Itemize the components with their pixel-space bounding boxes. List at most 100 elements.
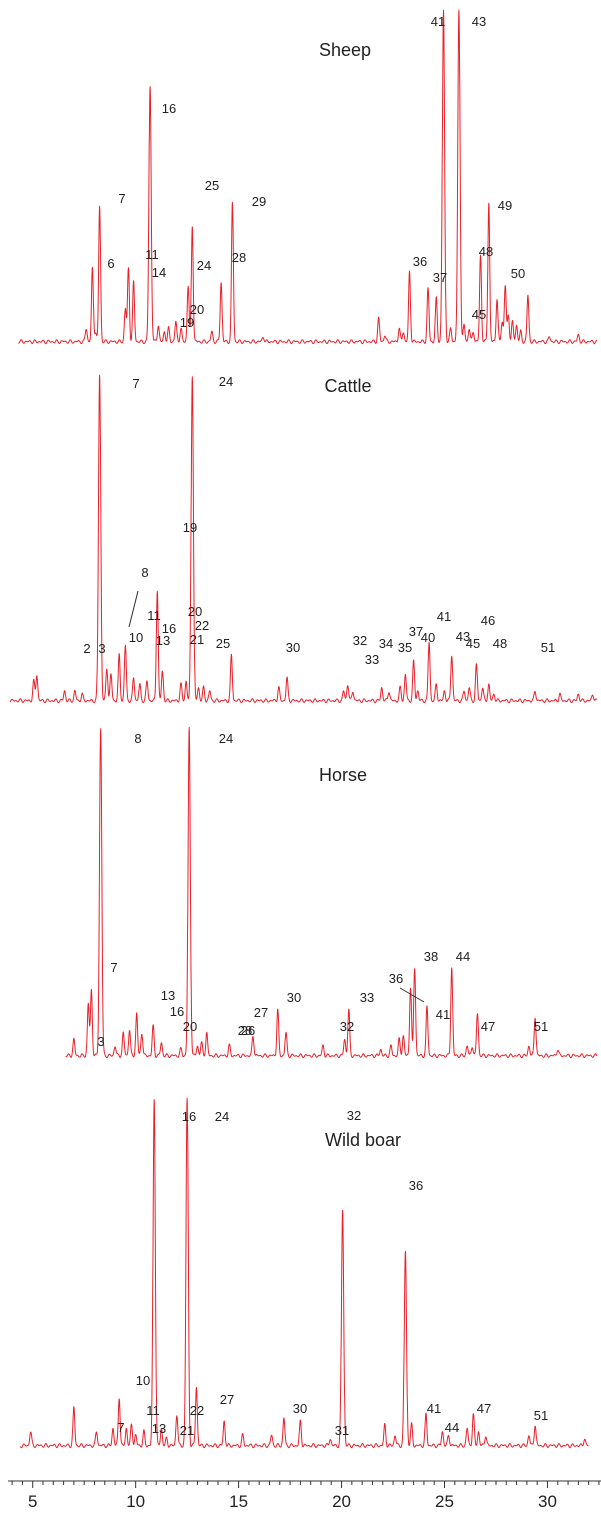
peak-label: 47 — [481, 1019, 495, 1034]
peak-label: 32 — [347, 1108, 361, 1123]
peak-label: 25 — [205, 178, 219, 193]
peak-label: 29 — [252, 194, 266, 209]
panel-title: Horse — [319, 765, 367, 785]
peak-label: 41 — [437, 609, 451, 624]
x-tick-label: 10 — [126, 1492, 145, 1511]
peak-label: 20 — [183, 1019, 197, 1034]
peak-label: 13 — [152, 1421, 166, 1436]
peak-label: 51 — [534, 1019, 548, 1034]
peak-label: 19 — [180, 315, 194, 330]
peak-label: 41 — [436, 1007, 450, 1022]
peak-label: 48 — [493, 636, 507, 651]
peak-label: 33 — [360, 990, 374, 1005]
x-tick-label: 30 — [538, 1492, 557, 1511]
peak-label: 31 — [335, 1423, 349, 1438]
peak-label: 48 — [479, 244, 493, 259]
peak-label: 19 — [183, 520, 197, 535]
peak-label: 32 — [340, 1019, 354, 1034]
peak-label: 38 — [424, 949, 438, 964]
peak-label: 30 — [287, 990, 301, 1005]
peak-label: 49 — [498, 198, 512, 213]
peak-label: 28 — [238, 1023, 252, 1038]
x-tick-label: 5 — [28, 1492, 37, 1511]
chromatogram-trace — [65, 727, 598, 1059]
peak-label: 43 — [456, 629, 470, 644]
x-tick-label: 25 — [435, 1492, 454, 1511]
peak-label: 47 — [477, 1401, 491, 1416]
peak-label: 6 — [107, 256, 114, 271]
peak-label: 13 — [161, 988, 175, 1003]
peak-label: 41 — [427, 1401, 441, 1416]
peak-label: 10 — [129, 630, 143, 645]
peak-label: 10 — [136, 1373, 150, 1388]
peak-label: 27 — [254, 1005, 268, 1020]
peak-label: 51 — [541, 640, 555, 655]
peak-label: 34 — [379, 636, 393, 651]
peak-label: 44 — [456, 949, 470, 964]
chromatogram-trace — [18, 9, 598, 345]
peak-label: 16 — [170, 1004, 184, 1019]
peak-label: 11 — [145, 247, 159, 262]
panel-title: Wild boar — [325, 1130, 401, 1150]
peak-label: 41 — [431, 14, 445, 29]
peak-label: 21 — [190, 632, 204, 647]
peak-label: 36 — [409, 1178, 423, 1193]
panel-title: Cattle — [324, 376, 371, 396]
peak-label: 40 — [421, 630, 435, 645]
peak-label: 45 — [466, 636, 480, 651]
x-tick-label: 15 — [229, 1492, 248, 1511]
peak-label: 7 — [110, 960, 117, 975]
peak-label: 44 — [445, 1420, 459, 1435]
leader-line — [399, 987, 425, 1003]
peak-label: 43 — [472, 14, 486, 29]
chromatogram-trace — [9, 374, 598, 704]
leader-line — [128, 590, 139, 628]
peak-label: 7 — [118, 191, 125, 206]
peak-label: 36 — [389, 971, 403, 986]
peak-label: 46 — [481, 613, 495, 628]
peak-label: 8 — [141, 565, 148, 580]
peak-label: 7 — [132, 376, 139, 391]
peak-label: 11 — [147, 608, 161, 623]
peak-label: 27 — [220, 1392, 234, 1407]
peak-label: 50 — [511, 266, 525, 281]
peak-label: 16 — [162, 101, 176, 116]
panel-title: Sheep — [319, 40, 371, 60]
peak-label: 22 — [190, 1403, 204, 1418]
peak-label: 32 — [353, 633, 367, 648]
peak-label: 36 — [413, 254, 427, 269]
peak-label: 8 — [134, 731, 141, 746]
chromatogram-trace — [19, 1097, 589, 1449]
x-tick-label: 20 — [332, 1492, 351, 1511]
peak-label: 2 — [83, 641, 90, 656]
peak-label: 25 — [216, 636, 230, 651]
peak-label: 14 — [152, 265, 166, 280]
panel-wild-boar: Wild boar 7 10 11 13 16 21 22 24 27 30 31 32 36 41 44 47… — [19, 1097, 589, 1449]
peak-label: 3 — [98, 641, 105, 656]
peak-label: 20 — [190, 302, 204, 317]
peak-label: 28 — [232, 250, 246, 265]
peak-label: 30 — [293, 1401, 307, 1416]
x-axis: 5 10 15 20 25 30 — [8, 1480, 601, 1511]
peak-label: 16 — [162, 621, 176, 636]
peak-label: 21 — [180, 1423, 194, 1438]
peak-label: 35 — [398, 640, 412, 655]
peak-label: 20 — [188, 604, 202, 619]
peak-label: 24 — [215, 1109, 229, 1124]
peak-label: 45 — [472, 307, 486, 322]
peak-label: 16 — [182, 1109, 196, 1124]
peak-label: 37 — [433, 270, 447, 285]
peak-label: 11 — [146, 1403, 160, 1418]
peak-label: 24 — [197, 258, 211, 273]
peak-label: 24 — [219, 374, 233, 389]
peak-label: 51 — [534, 1408, 548, 1423]
peak-label: 13 — [156, 633, 170, 648]
peak-label: 3 — [97, 1034, 104, 1049]
peak-label: 7 — [117, 1420, 124, 1435]
peak-label: 22 — [195, 618, 209, 633]
